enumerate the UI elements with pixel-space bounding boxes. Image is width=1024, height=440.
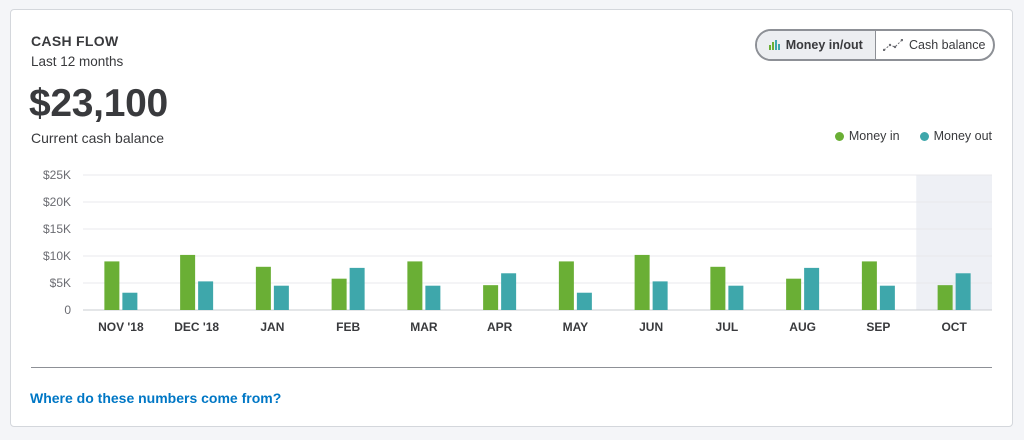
- x-tick-label: MAY: [563, 320, 589, 334]
- line-chart-icon: [883, 39, 904, 51]
- legend-money-in-label: Money in: [848, 129, 900, 143]
- y-tick-label: 0: [64, 303, 71, 317]
- money-out-bar: [576, 292, 592, 310]
- x-tick-label: JUL: [716, 320, 739, 334]
- card-title: CASH FLOW: [31, 33, 119, 49]
- y-tick-label: $25K: [43, 168, 71, 182]
- money-in-bar: [255, 266, 271, 310]
- money-in-bar: [407, 261, 423, 310]
- cash-balance-toggle[interactable]: Cash balance: [876, 31, 994, 59]
- money-in-bar: [104, 261, 120, 310]
- money-out-bar: [273, 285, 289, 310]
- money-out-bar: [955, 273, 971, 310]
- bar-chart-icon: [768, 40, 780, 50]
- money-out-bar: [122, 292, 138, 310]
- legend-money-in: Money in: [834, 129, 900, 143]
- money-in-out-label: Money in/out: [785, 38, 863, 52]
- money-in-bar: [634, 254, 650, 310]
- x-tick-label: DEC '18: [174, 320, 219, 334]
- money-in-bar: [331, 278, 347, 310]
- cash-flow-card: CASH FLOW Last 12 months $23,100 Current…: [10, 9, 1013, 427]
- money-out-bar: [804, 267, 820, 310]
- cash-balance-label: Current cash balance: [31, 130, 165, 146]
- money-in-bar: [710, 266, 726, 310]
- x-tick-label: SEP: [866, 320, 890, 334]
- x-tick-label: MAR: [410, 320, 438, 334]
- money-in-bar: [180, 254, 196, 310]
- x-tick-label: NOV '18: [98, 320, 144, 334]
- toggle-divider: [874, 31, 876, 59]
- money-in-bar: [861, 261, 877, 310]
- current-month-highlight: [916, 175, 992, 310]
- money-out-bar: [879, 285, 895, 310]
- cash-balance-amount: $23,100: [29, 82, 168, 125]
- x-tick-label: JAN: [260, 320, 284, 334]
- y-tick-label: $20K: [43, 195, 71, 209]
- money-in-bar: [483, 285, 499, 310]
- legend-money-out: Money out: [919, 129, 992, 143]
- money-in-bar: [786, 278, 802, 310]
- y-tick-label: $15K: [43, 222, 71, 236]
- y-tick-label: $10K: [43, 249, 71, 263]
- money-out-bar: [198, 281, 214, 310]
- money-in-bar: [558, 261, 574, 310]
- period-label: Last 12 months: [31, 54, 124, 69]
- view-toggle: Money in/out Cash balance: [755, 29, 995, 61]
- x-tick-label: AUG: [789, 320, 816, 334]
- money-out-bar: [728, 285, 744, 310]
- legend-money-out-label: Money out: [933, 129, 992, 143]
- money-out-bar: [425, 285, 441, 310]
- x-tick-label: FEB: [336, 320, 360, 334]
- x-tick-label: APR: [487, 320, 513, 334]
- money-in-bar: [937, 285, 953, 310]
- money-out-bar: [501, 273, 517, 310]
- numbers-source-link[interactable]: Where do these numbers come from?: [30, 390, 282, 406]
- x-tick-label: JUN: [639, 320, 663, 334]
- y-tick-label: $5K: [50, 276, 71, 290]
- cash-flow-chart: 0 $5K $10K $15K $20K $25K NOV '18 DEC '18 JAN FEB…: [43, 168, 992, 334]
- divider: [31, 367, 992, 368]
- money-out-dot: [919, 131, 929, 141]
- chart-legend: Money in Money out: [834, 129, 992, 143]
- cash-balance-label: Cash balance: [909, 38, 986, 52]
- money-out-bar: [349, 267, 365, 310]
- money-in-out-toggle[interactable]: Money in/out: [757, 31, 875, 59]
- x-tick-label: OCT: [941, 320, 967, 334]
- money-out-bar: [652, 281, 668, 310]
- money-in-dot: [834, 131, 844, 141]
